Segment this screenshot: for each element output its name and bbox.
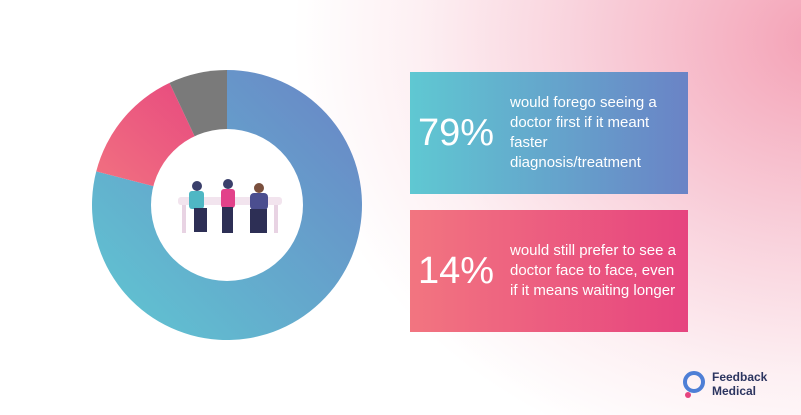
stat-card: 79% would forego seeing a doctor first if… xyxy=(410,72,688,194)
stat-text: would forego seeing a doctor first if it… xyxy=(510,94,657,171)
stat-card: 14% would still prefer to see a doctor fa… xyxy=(410,210,688,332)
logo-text: Feedback xyxy=(712,370,768,384)
logo-text: Medical xyxy=(712,384,757,398)
stat-value: 79% xyxy=(418,111,495,154)
stat-value: 14% xyxy=(418,249,495,292)
stat-text: would still prefer to see a doctor face … xyxy=(510,242,676,299)
logo-icon xyxy=(683,371,705,398)
illustration xyxy=(178,179,282,233)
